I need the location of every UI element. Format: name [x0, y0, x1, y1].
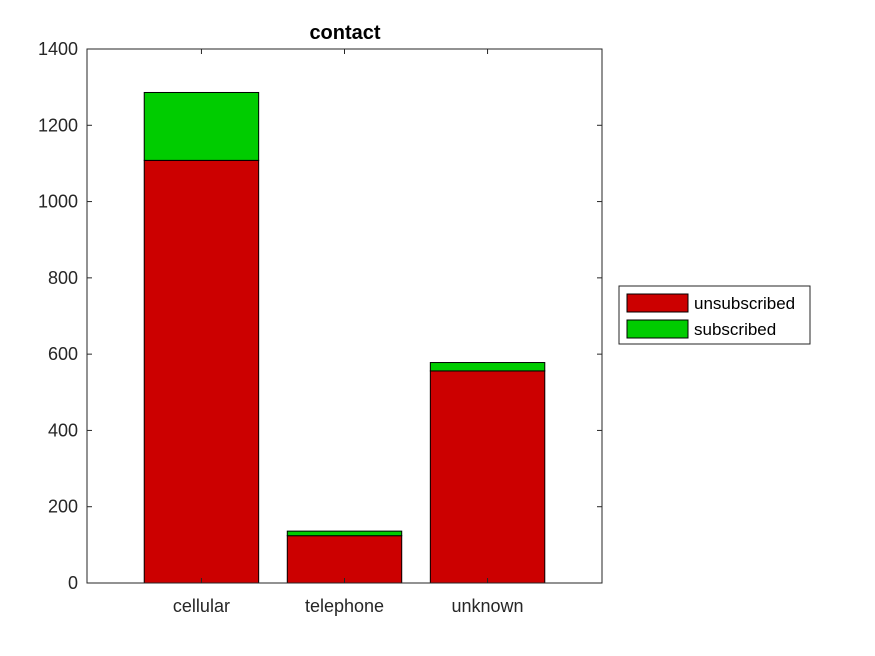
- bar-cellular-unsubscribed: [143, 159, 260, 584]
- y-tick-label: 0: [68, 573, 78, 593]
- x-tick-label-unknown: unknown: [452, 596, 524, 616]
- y-tick-label: 800: [48, 268, 78, 288]
- y-tick-label: 1200: [38, 115, 78, 135]
- y-tick-label: 1400: [38, 39, 78, 59]
- x-axis: cellular telephone unknown: [173, 49, 524, 616]
- y-axis: 0 200 400 600 800 1000 1200 1400: [38, 39, 602, 593]
- bar-unknown-subscribed: [429, 362, 546, 372]
- y-tick-label: 600: [48, 344, 78, 364]
- chart-title: contact: [309, 22, 380, 44]
- x-tick-label-telephone: telephone: [305, 596, 384, 616]
- bars-layer: [143, 91, 546, 584]
- x-tick-label-cellular: cellular: [173, 596, 230, 616]
- y-tick-label: 1000: [38, 192, 78, 212]
- legend-label-subscribed: subscribed: [694, 320, 776, 339]
- legend-label-unsubscribed: unsubscribed: [694, 294, 795, 313]
- bar-cellular-subscribed: [143, 91, 260, 161]
- bar-unknown-unsubscribed: [429, 370, 546, 584]
- bar-telephone-subscribed: [286, 530, 403, 537]
- legend-swatch-subscribed: [626, 319, 689, 339]
- y-tick-label: 200: [48, 497, 78, 517]
- y-tick-label: 400: [48, 420, 78, 440]
- legend-swatch-unsubscribed: [626, 293, 689, 313]
- legend: unsubscribed subscribed: [618, 285, 811, 345]
- bar-telephone-unsubscribed: [286, 535, 403, 584]
